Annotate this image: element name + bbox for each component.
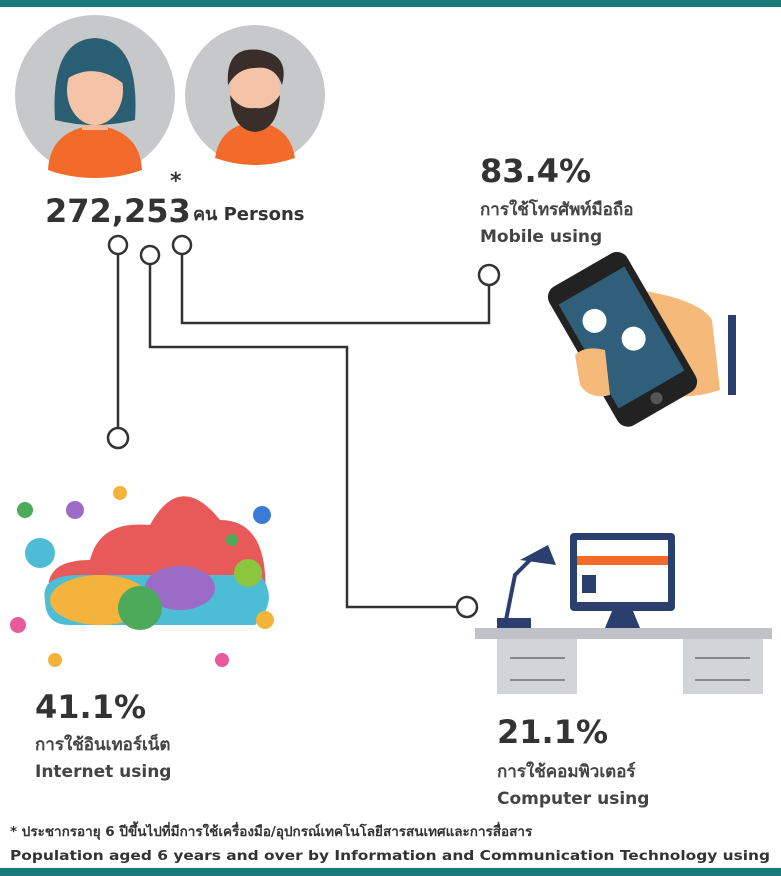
footnote-en: Population aged 6 years and over by Info… <box>10 848 770 864</box>
avatar-woman <box>15 15 175 178</box>
note-mark: * <box>170 169 182 194</box>
population-unit: คน Persons <box>193 204 305 225</box>
bottom-bar <box>0 868 781 876</box>
computer-percent: 21.1% <box>497 713 608 751</box>
mobile-label-th: การใช้โทรศัพท์มือถือ <box>480 199 633 220</box>
computer-illustration <box>475 533 772 694</box>
footnote-th: * ประชากรอายุ 6 ปีขึ้นไปที่มีการใช้เครื่… <box>10 821 533 840</box>
internet-percent: 41.1% <box>35 688 146 726</box>
mobile-label-en: Mobile using <box>480 227 602 247</box>
computer-label-en: Computer using <box>497 789 649 809</box>
mobile-percent: 83.4% <box>480 152 591 190</box>
connectors <box>106 234 501 619</box>
population-value: 272,253 <box>45 192 191 230</box>
avatar-man <box>185 25 325 165</box>
computer-label-th: การใช้คอมพิวเตอร์ <box>497 761 636 782</box>
internet-illustration <box>10 486 274 667</box>
phone-illustration <box>547 251 736 427</box>
internet-label-th: การใช้อินเทอร์เน็ต <box>35 732 170 755</box>
internet-label-en: Internet using <box>35 762 171 782</box>
top-bar <box>0 0 781 7</box>
